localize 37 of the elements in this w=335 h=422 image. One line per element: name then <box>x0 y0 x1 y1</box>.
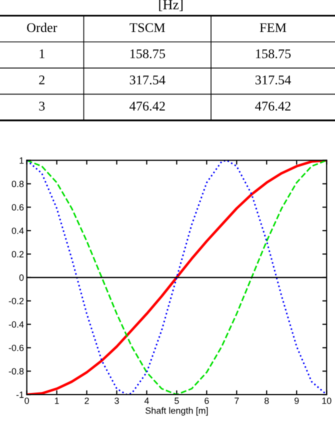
x-tick-label: 6 <box>204 398 209 404</box>
text: 1 <box>40 49 44 58</box>
x-tick-label: 4 <box>144 398 149 404</box>
y-tick-label: -0.4 <box>8 321 24 328</box>
x-axis-title: Shaft length [m] <box>146 407 208 416</box>
x-tick-label: 9 <box>294 398 299 404</box>
text: 317.54 <box>130 76 166 84</box>
text: 317.54 <box>256 76 291 84</box>
x-tick-label: 3 <box>114 398 119 404</box>
text: Order <box>27 22 58 32</box>
y-tick-label: 0.8 <box>12 180 24 188</box>
text: FEM <box>260 23 286 32</box>
y-tick-label: -0.6 <box>8 344 24 352</box>
x-tick-label: 10 <box>322 398 332 404</box>
y-tick-label: 0.6 <box>12 204 24 211</box>
text: [Hz] <box>159 0 183 12</box>
text: TSCM <box>130 23 165 32</box>
text: 3 <box>39 102 45 111</box>
x-tick-label: 5 <box>174 398 179 404</box>
x-tick-label: 7 <box>234 398 239 404</box>
y-tick-label: 0.4 <box>12 228 24 234</box>
y-tick-label: 0.2 <box>12 251 24 258</box>
y-tick-label: -0.2 <box>8 298 24 304</box>
text: 476.42 <box>130 102 165 111</box>
line-series <box>26 160 327 395</box>
y-tick-label: 0 <box>19 274 24 281</box>
y-tick-label: 1 <box>20 157 24 164</box>
text: 158.75 <box>256 49 291 58</box>
x-tick-label: 1 <box>54 398 59 404</box>
text: 2 <box>39 76 44 84</box>
text: 158.75 <box>130 49 166 58</box>
y-tick-label: -0.8 <box>8 368 24 375</box>
x-tick-label: 2 <box>84 398 89 404</box>
x-tick-label: 0 <box>24 398 29 404</box>
y-tick-label: -1 <box>16 392 24 398</box>
x-tick-label: 8 <box>264 398 269 404</box>
text: 476.42 <box>255 102 290 111</box>
